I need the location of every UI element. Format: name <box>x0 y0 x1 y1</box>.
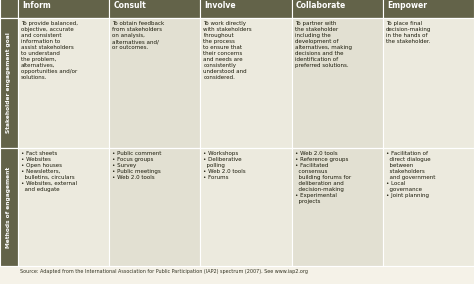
Text: To work directly
with stakeholders
throughout
the process
to ensure that
their c: To work directly with stakeholders throu… <box>203 21 252 80</box>
Bar <box>0 18 18 148</box>
Bar <box>18 148 109 266</box>
Bar <box>109 0 201 18</box>
Bar <box>18 18 109 148</box>
Text: • Workshops
• Deliberative
  polling
• Web 2.0 tools
• Forums: • Workshops • Deliberative polling • Web… <box>203 151 246 180</box>
Bar <box>201 148 292 266</box>
Text: To partner with
the stakeholder
including the
development of
alternatives, makin: To partner with the stakeholder includin… <box>295 21 352 68</box>
Bar <box>292 148 383 266</box>
Bar <box>383 0 474 18</box>
Text: Consult: Consult <box>113 1 146 10</box>
Bar <box>383 18 474 148</box>
Text: Stakeholder engagement goal: Stakeholder engagement goal <box>7 33 11 133</box>
Text: Source: Adapted from the International Association for Public Participation (IAP: Source: Adapted from the International A… <box>20 269 308 274</box>
Text: • Web 2.0 tools
• Reference groups
• Facilitated
  consensus
  building forums f: • Web 2.0 tools • Reference groups • Fac… <box>295 151 351 204</box>
Text: Involve: Involve <box>204 1 236 10</box>
Text: To obtain feedback
from stakeholders
on analysis,
alternatives and/
or outcomes.: To obtain feedback from stakeholders on … <box>112 21 164 50</box>
Text: To place final
decision-making
in the hands of
the stakeholder.: To place final decision-making in the ha… <box>386 21 431 44</box>
Bar <box>0 148 18 266</box>
Text: • Public comment
• Focus groups
• Survey
• Public meetings
• Web 2.0 tools: • Public comment • Focus groups • Survey… <box>112 151 162 180</box>
Bar <box>109 18 201 148</box>
Bar <box>292 0 383 18</box>
Bar <box>18 0 109 18</box>
Bar <box>0 266 474 284</box>
Text: Methods of engagement: Methods of engagement <box>7 166 11 248</box>
Bar <box>383 148 474 266</box>
Bar <box>109 148 201 266</box>
Text: • Facilitation of
  direct dialogue
  between
  stakeholders
  and government
• : • Facilitation of direct dialogue betwee… <box>386 151 435 198</box>
Bar <box>292 18 383 148</box>
Text: To provide balanced,
objective, accurate
and consistent
information to
assist st: To provide balanced, objective, accurate… <box>21 21 78 80</box>
Bar <box>201 0 292 18</box>
Bar <box>0 0 18 18</box>
Bar <box>201 18 292 148</box>
Text: Empower: Empower <box>387 1 427 10</box>
Text: Collaborate: Collaborate <box>296 1 346 10</box>
Text: • Fact sheets
• Websites
• Open houses
• Newsletters,
  bulletins, circulars
• W: • Fact sheets • Websites • Open houses •… <box>21 151 77 192</box>
Text: Inform: Inform <box>22 1 51 10</box>
